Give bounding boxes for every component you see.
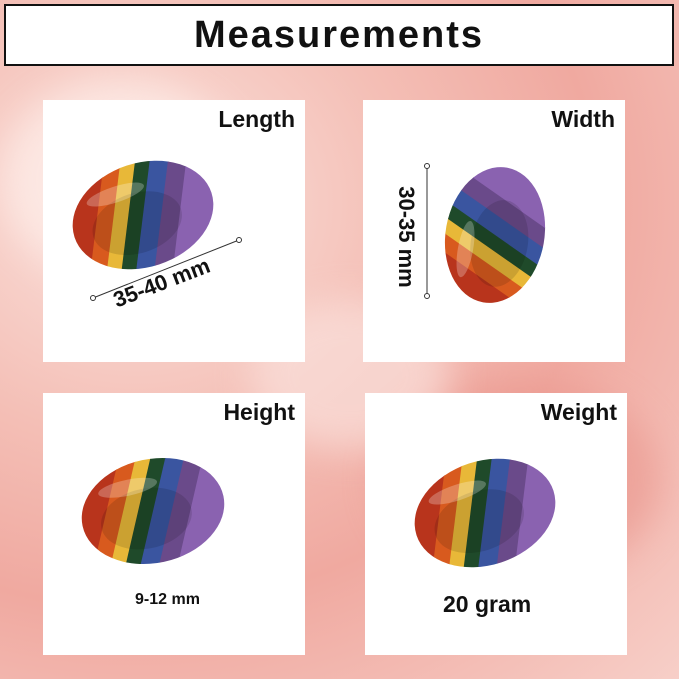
- dimension-marker: [236, 237, 242, 243]
- title-banner: Measurements: [4, 4, 674, 66]
- length-panel: Length 35-40 mm: [43, 100, 305, 362]
- stone-image: [43, 393, 305, 655]
- dimension-marker: [424, 163, 430, 169]
- stone-image: [363, 100, 625, 362]
- dimension-marker: [424, 293, 430, 299]
- weight-measurement: 20 gram: [443, 591, 532, 617]
- weight-panel: Weight 20 gram: [365, 393, 627, 655]
- dimension-marker: [90, 295, 96, 301]
- width-panel: Width 30-35 mm: [363, 100, 625, 362]
- width-measurement: 30-35 mm: [393, 186, 419, 288]
- height-panel: Height 9-12 mm: [43, 393, 305, 655]
- panel-label: Weight: [540, 399, 617, 425]
- height-measurement: 9-12 mm: [135, 591, 200, 608]
- panel-label: Width: [551, 106, 615, 132]
- page-title: Measurements: [193, 13, 485, 56]
- stone-image: [43, 100, 305, 362]
- panel-label: Length: [218, 106, 295, 132]
- dimension-line: [92, 239, 240, 299]
- panel-label: Height: [223, 399, 295, 425]
